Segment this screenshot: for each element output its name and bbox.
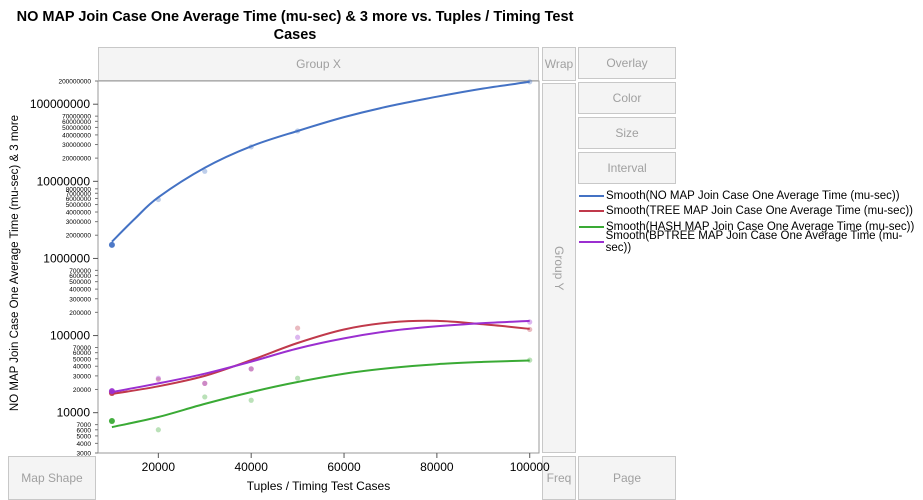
data-point-s4	[155, 375, 161, 381]
x-tick-label: 100000	[510, 460, 550, 474]
smooth-line-s2	[111, 319, 530, 395]
x-tick-label: 40000	[235, 460, 269, 474]
legend-item[interactable]: Smooth(HASH MAP Join Case One Average Ti…	[579, 219, 923, 235]
data-point-s3	[202, 394, 208, 400]
data-point-s3	[295, 375, 301, 381]
plot-frame	[97, 80, 540, 454]
y-minor-tick-label: 700000	[69, 268, 91, 275]
freq-dropzone[interactable]: Freq	[542, 456, 576, 500]
y-minor-tick-label: 300000	[69, 296, 91, 303]
y-minor-tick-label: 50000	[73, 356, 91, 363]
y-tick-label: 100000000	[30, 97, 90, 111]
y-minor-tick-label: 6000000	[66, 196, 92, 203]
legend-label: Smooth(NO MAP Join Case One Average Time…	[606, 189, 900, 202]
y-tick-label: 1000000	[43, 251, 90, 265]
y-minor-tick-label: 60000	[73, 350, 91, 357]
data-point-s3	[248, 397, 254, 403]
legend-label: Smooth(BPTREE MAP Join Case One Average …	[605, 230, 903, 255]
overlay-dropzone[interactable]: Overlay	[578, 47, 676, 79]
y-minor-tick-label: 3000	[77, 451, 92, 458]
y-minor-tick-label: 30000000	[62, 142, 91, 149]
x-tick-label: 20000	[142, 460, 176, 474]
y-minor-tick-label: 600000	[69, 273, 91, 280]
y-tick-label: 10000	[57, 406, 91, 420]
group-x-dropzone[interactable]: Group X	[98, 47, 539, 81]
y-minor-tick-label: 50000000	[62, 125, 91, 132]
data-point-s4	[202, 380, 208, 386]
y-minor-tick-label: 3000000	[66, 219, 92, 226]
data-point-s2	[295, 325, 301, 331]
data-point-s3	[108, 417, 115, 424]
y-minor-tick-label: 2000000	[66, 233, 92, 240]
data-point-s2	[155, 376, 161, 383]
group-y-label: Group Y	[552, 245, 566, 291]
y-minor-tick-label: 200000	[69, 310, 91, 317]
chart-title-line2: Cases	[273, 27, 317, 43]
y-minor-tick-label: 8000000	[66, 186, 92, 193]
interval-dropzone[interactable]: Interval	[578, 152, 676, 184]
y-minor-tick-label: 20000000	[62, 156, 91, 163]
y-minor-tick-label: 40000	[73, 364, 91, 371]
legend-item[interactable]: Smooth(TREE MAP Join Case One Average Ti…	[579, 204, 923, 220]
x-tick-label: 60000	[327, 460, 361, 474]
y-minor-tick-label: 500000	[69, 279, 91, 286]
x-tick-label: 80000	[420, 460, 454, 474]
legend-swatch	[579, 241, 604, 244]
smooth-line-s3	[111, 359, 530, 429]
map-shape-dropzone[interactable]: Map Shape	[8, 456, 96, 500]
data-point-s2	[248, 366, 254, 372]
y-minor-tick-label: 4000	[77, 441, 92, 448]
legend-label: Smooth(HASH MAP Join Case One Average Ti…	[606, 220, 915, 233]
x-axis-title: Tuples / Timing Test Cases	[246, 479, 391, 493]
y-minor-tick-label: 60000000	[62, 119, 91, 126]
data-point-s1	[527, 79, 533, 85]
legend-label: Smooth(TREE MAP Join Case One Average Ti…	[606, 205, 913, 218]
data-point-s4	[295, 334, 301, 340]
color-dropzone[interactable]: Color	[578, 82, 676, 114]
data-point-s2	[202, 380, 208, 386]
y-minor-tick-label: 70000000	[62, 114, 91, 121]
data-point-s4	[248, 366, 254, 372]
y-minor-tick-label: 70000	[73, 345, 91, 352]
y-minor-tick-label: 5000000	[66, 202, 92, 209]
group-y-dropzone[interactable]: Group Y	[542, 83, 576, 453]
y-minor-tick-label: 6000	[77, 427, 92, 434]
y-minor-tick-label: 30000	[73, 373, 91, 380]
wrap-dropzone[interactable]: Wrap	[542, 47, 576, 81]
chart-title-line1: NO MAP Join Case One Average Time (mu-se…	[16, 9, 574, 25]
smooth-line-s4	[111, 319, 530, 394]
legend-swatch	[579, 194, 604, 197]
smooth-line-s1	[111, 80, 530, 243]
legend-item[interactable]: Smooth(NO MAP Join Case One Average Time…	[579, 188, 923, 204]
y-minor-tick-label: 4000000	[66, 210, 92, 217]
y-minor-tick-label: 7000	[77, 422, 92, 429]
legend-item[interactable]: Smooth(BPTREE MAP Join Case One Average …	[579, 230, 923, 254]
data-point-s1	[108, 241, 115, 248]
data-point-s3	[155, 427, 161, 433]
y-minor-tick-label: 200000000	[58, 79, 91, 86]
y-minor-tick-label: 5000	[77, 433, 92, 440]
y-tick-label: 10000000	[37, 174, 91, 188]
legend-swatch	[579, 210, 604, 213]
data-point-s1	[202, 168, 208, 174]
legend-swatch	[579, 225, 604, 228]
y-minor-tick-label: 20000	[73, 387, 91, 394]
size-dropzone[interactable]: Size	[578, 117, 676, 149]
y-tick-label: 100000	[50, 329, 90, 343]
y-minor-tick-label: 400000	[69, 287, 91, 294]
y-minor-tick-label: 40000000	[62, 132, 91, 139]
y-minor-tick-label: 7000000	[66, 191, 92, 198]
legend: Smooth(NO MAP Join Case One Average Time…	[579, 188, 923, 254]
